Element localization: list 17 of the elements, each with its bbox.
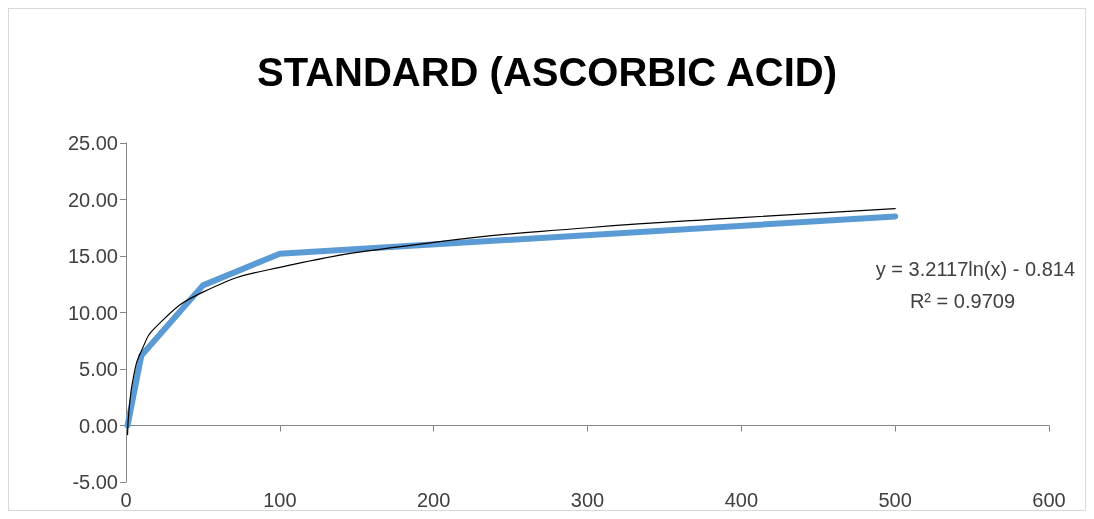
x-tick-label: 600 xyxy=(1032,489,1066,511)
y-tick-label: 15.00 xyxy=(67,245,118,267)
y-tick-label: 5.00 xyxy=(79,358,118,380)
annotation: y = 3.2117ln(x) - 0.814 xyxy=(875,258,1076,280)
y-tick-label: 25.00 xyxy=(67,132,118,154)
x-tick-label: 500 xyxy=(878,489,912,511)
y-tick-label: -5.00 xyxy=(72,471,118,493)
annotation: R² = 0.9709 xyxy=(909,290,1016,312)
y-tick-label: 10.00 xyxy=(67,301,118,324)
chart-title: STANDARD (ASCORBIC ACID) xyxy=(257,50,837,94)
x-tick-label: 300 xyxy=(570,489,605,511)
x-tick-label: 400 xyxy=(724,489,759,511)
y-tick-label: 0.00 xyxy=(79,414,118,437)
x-tick-label: 100 xyxy=(263,489,297,511)
x-tick-label: 200 xyxy=(416,489,451,511)
y-tick-label: 20.00 xyxy=(67,188,118,211)
x-tick-label: 0 xyxy=(120,489,132,511)
